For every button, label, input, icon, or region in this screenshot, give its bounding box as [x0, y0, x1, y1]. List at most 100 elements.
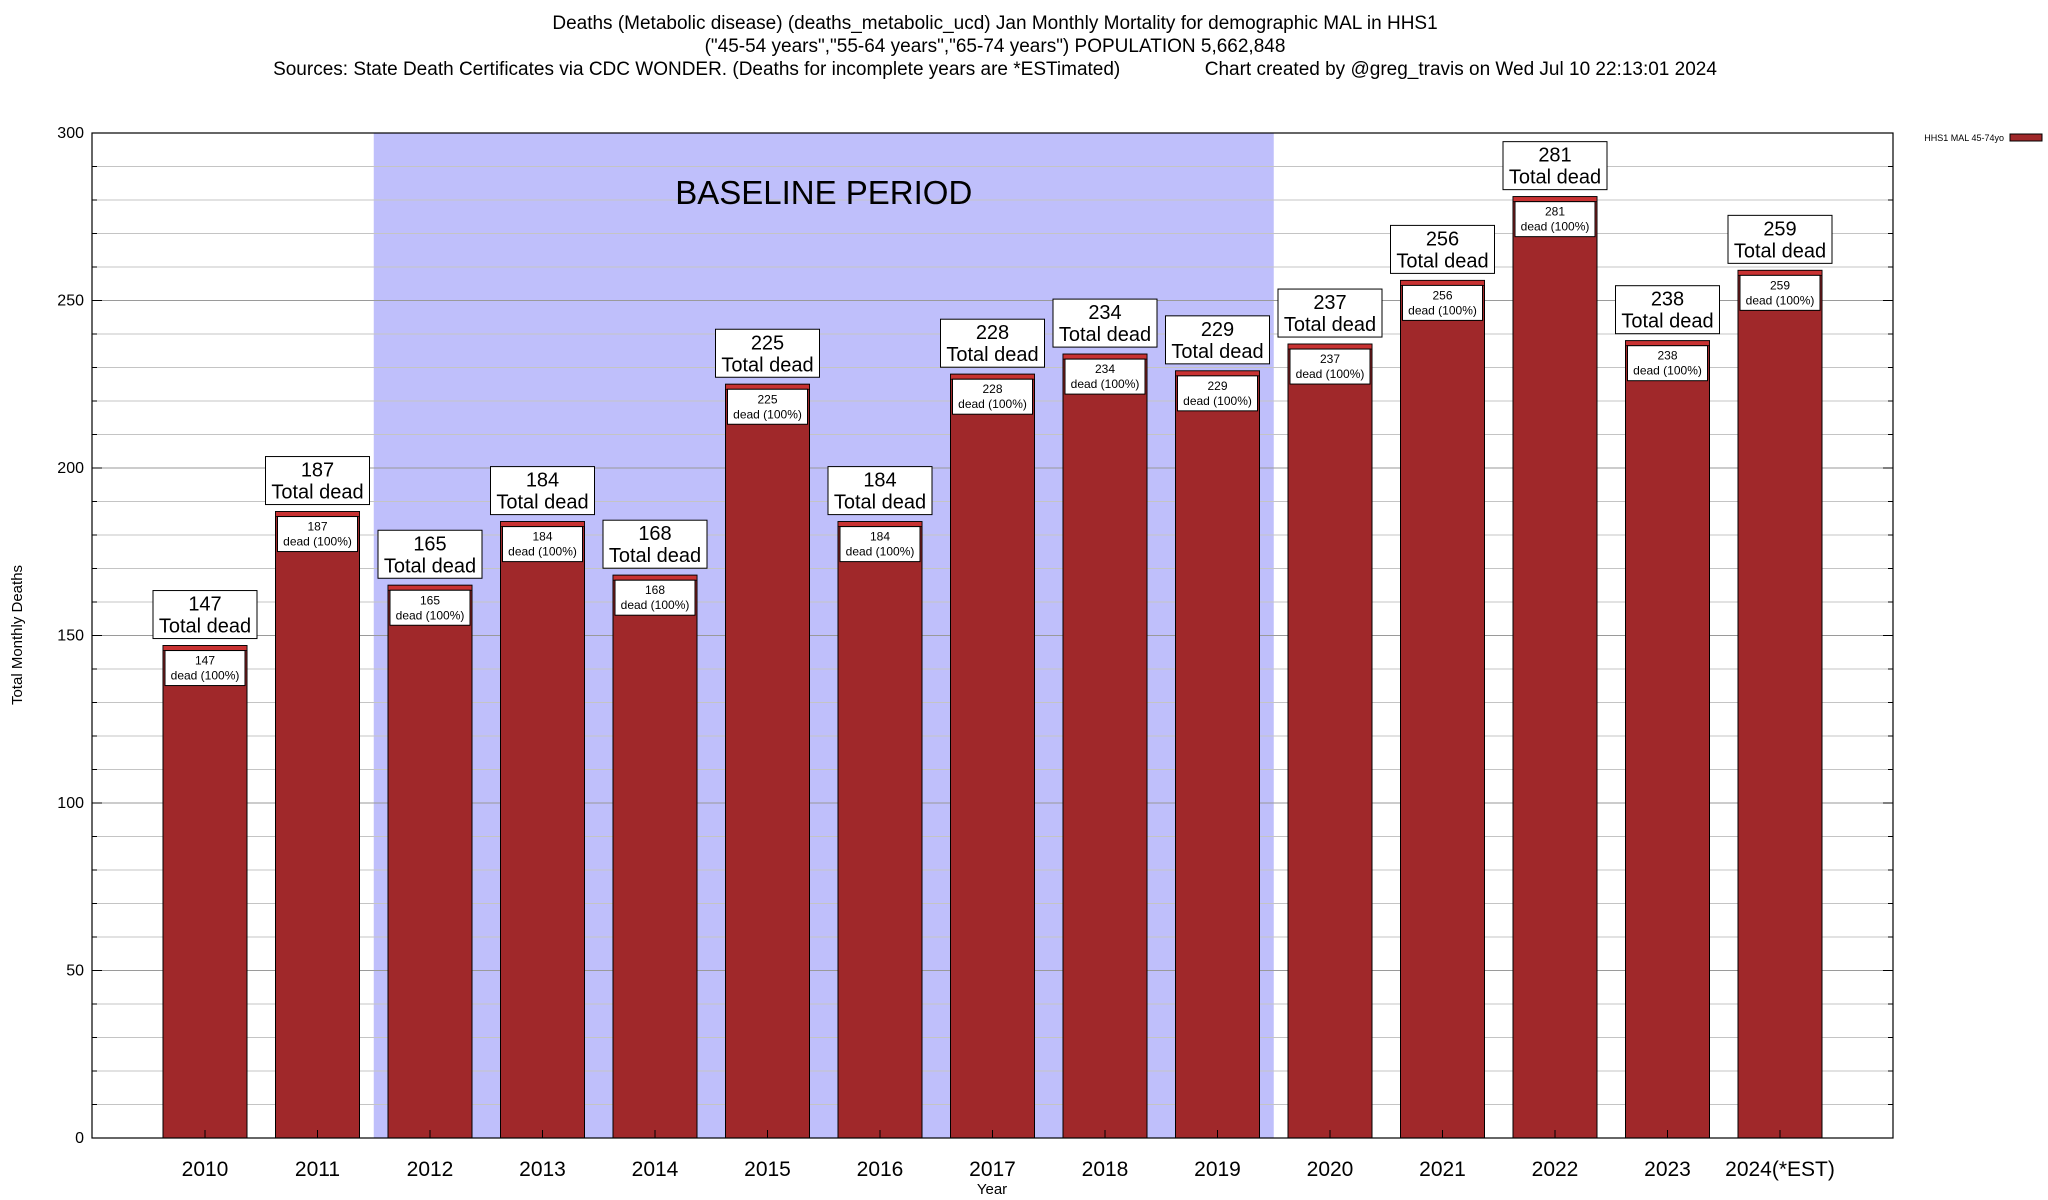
- total-label-box: [1390, 224, 1495, 274]
- baseline-period-label: BASELINE PERIOD: [675, 174, 972, 211]
- total-label-box: [490, 466, 595, 516]
- total-label-box: [715, 328, 820, 378]
- bar-top-segment: [1512, 196, 1598, 203]
- inner-dead-label: dead (100%): [1296, 367, 1365, 381]
- total-label-box: [265, 456, 370, 506]
- bar: [1737, 269, 1823, 1139]
- total-dead-label: Total dead: [271, 482, 363, 504]
- inner-dead-label: dead (100%): [1071, 377, 1140, 391]
- total-label-box: [1727, 214, 1833, 264]
- bar-top-segment: [275, 511, 360, 517]
- inner-dead-label: dead (100%): [621, 598, 690, 612]
- chart-title: Deaths (Metabolic disease) (deaths_metab…: [0, 12, 1990, 81]
- inner-label-box: [1289, 348, 1371, 385]
- total-value-label: 168: [638, 523, 671, 545]
- total-value-label: 184: [526, 470, 559, 492]
- total-dead-label: Total dead: [834, 492, 926, 514]
- x-tick-label: 2020: [1307, 1158, 1354, 1181]
- inner-dead-label: dead (100%): [958, 397, 1027, 411]
- total-label-box: [1165, 315, 1270, 365]
- title-line-1: Deaths (Metabolic disease) (deaths_metab…: [552, 13, 1438, 34]
- x-tick-label: 2019: [1194, 1158, 1241, 1181]
- bar: [387, 584, 473, 1139]
- inner-dead-label: dead (100%): [846, 545, 915, 559]
- inner-dead-label: dead (100%): [283, 535, 352, 549]
- inner-label-box: [839, 526, 921, 563]
- inner-value-label: 187: [307, 520, 327, 534]
- total-value-label: 237: [1313, 292, 1346, 314]
- total-label-box: [1052, 298, 1158, 348]
- total-label-box: [602, 519, 708, 569]
- y-tick-label: 0: [75, 1130, 84, 1147]
- title-line-3: Sources: State Death Certificates via CD…: [273, 59, 1717, 80]
- x-tick-label: 2018: [1082, 1158, 1129, 1181]
- inner-label-box: [1514, 201, 1596, 238]
- bar: [725, 383, 810, 1139]
- x-tick-label: 2022: [1532, 1158, 1579, 1181]
- bar: [1400, 279, 1485, 1139]
- legend-swatch: [2009, 133, 2043, 142]
- bar: [162, 645, 248, 1139]
- x-tick-label: 2010: [182, 1158, 229, 1181]
- total-dead-label: Total dead: [946, 344, 1038, 366]
- bar: [1062, 353, 1148, 1139]
- bar-top-segment: [612, 574, 698, 581]
- inner-label-box: [502, 526, 583, 563]
- bar: [1625, 340, 1710, 1139]
- inner-dead-label: dead (100%): [1183, 394, 1252, 408]
- x-tick-label: 2016: [857, 1158, 904, 1181]
- legend: HHS1 MAL 45-74yo: [1924, 133, 2043, 143]
- inner-label-box: [1627, 345, 1708, 382]
- bar-top-segment: [1400, 279, 1485, 286]
- inner-value-label: 228: [982, 382, 1002, 396]
- inner-dead-label: dead (100%): [396, 608, 465, 622]
- bar-top-segment: [950, 373, 1035, 380]
- bar-top-segment: [1175, 370, 1260, 377]
- title-line-2: ("45-54 years","55-64 years","65-74 year…: [704, 36, 1286, 57]
- inner-value-label: 184: [532, 530, 552, 544]
- inner-value-label: 229: [1207, 379, 1227, 393]
- x-tick-label: 2023: [1644, 1158, 1691, 1181]
- bar-top-segment: [1287, 343, 1373, 350]
- x-axis-label: Year: [977, 1181, 1007, 1198]
- bar: [500, 521, 585, 1139]
- total-dead-label: Total dead: [1284, 314, 1376, 336]
- bar: [1512, 196, 1598, 1139]
- x-tick-label: 2012: [407, 1158, 454, 1181]
- inner-label-box: [1177, 375, 1258, 412]
- x-tick-label: 2015: [744, 1158, 791, 1181]
- total-label-box: [1277, 288, 1383, 338]
- total-value-label: 225: [751, 332, 784, 354]
- inner-value-label: 147: [195, 654, 215, 668]
- total-dead-label: Total dead: [1396, 250, 1488, 272]
- inner-label-box: [1739, 274, 1821, 311]
- total-label-box: [1502, 141, 1608, 191]
- total-value-label: 238: [1651, 289, 1684, 311]
- bar-top-segment: [162, 645, 248, 651]
- bar: [275, 511, 360, 1139]
- total-dead-label: Total dead: [1734, 240, 1826, 262]
- total-value-label: 147: [188, 594, 221, 616]
- inner-dead-label: dead (100%): [1408, 303, 1477, 317]
- inner-value-label: 256: [1432, 288, 1452, 302]
- inner-label-box: [1064, 358, 1146, 395]
- inner-value-label: 281: [1545, 205, 1565, 219]
- inner-dead-label: dead (100%): [1746, 293, 1815, 307]
- inner-label-box: [952, 378, 1033, 415]
- inner-dead-label: dead (100%): [508, 545, 577, 559]
- inner-label-box: [727, 388, 808, 425]
- bar-top-segment: [725, 383, 810, 390]
- y-tick-label: 250: [57, 293, 84, 310]
